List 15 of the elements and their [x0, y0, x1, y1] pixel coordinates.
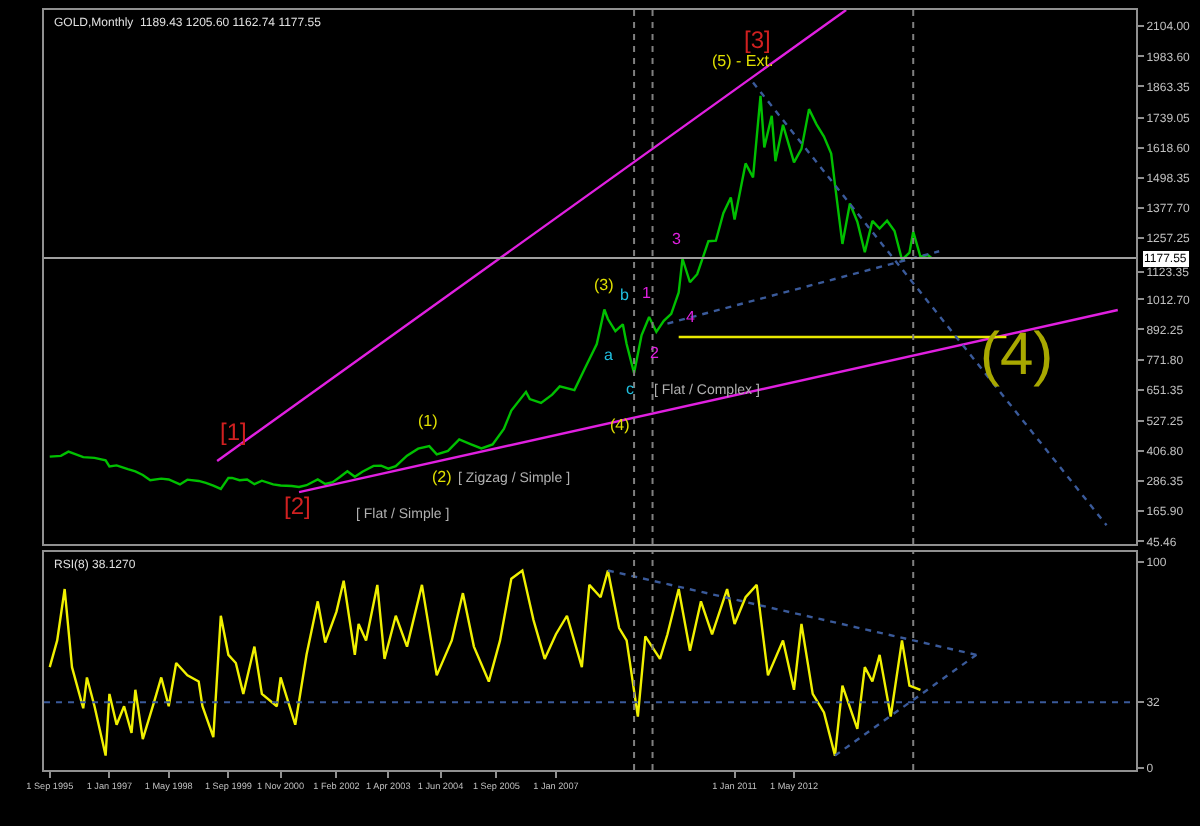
annotation: 2	[650, 344, 660, 362]
annotation: c	[626, 380, 634, 398]
annotation: (1)	[418, 412, 439, 430]
annotation: (4)	[980, 322, 1054, 388]
annotation: [1]	[220, 418, 247, 446]
annotation: 1	[642, 284, 652, 302]
annotation: a	[604, 346, 614, 364]
annotation: (5) - Ext.	[712, 52, 774, 70]
annotation: [3]	[744, 26, 771, 54]
annotation: (3)	[594, 276, 615, 294]
annotation: 4	[686, 308, 696, 326]
annotation: [2]	[284, 492, 311, 520]
annotation: b	[620, 286, 630, 304]
annotation: (2)	[432, 468, 453, 486]
annotation: 3	[672, 230, 682, 248]
